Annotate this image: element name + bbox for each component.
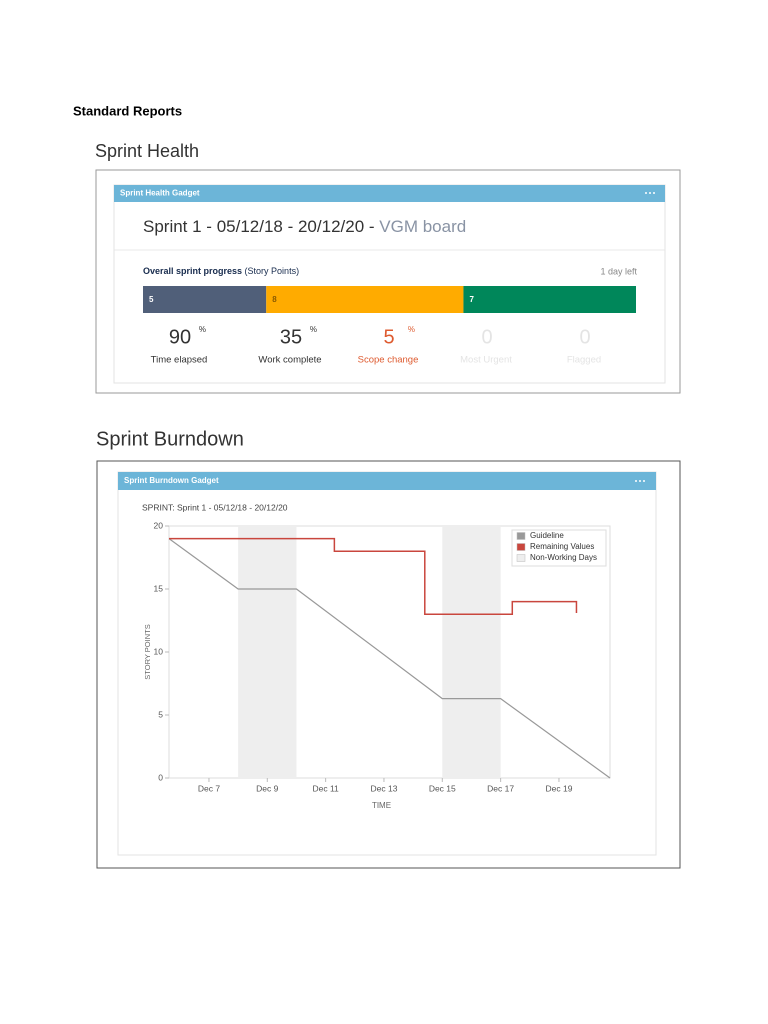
- section-heading: Sprint Health: [95, 141, 199, 161]
- gadget-header: [114, 185, 665, 202]
- y-tick-label: 20: [154, 520, 164, 530]
- series-line: [169, 537, 578, 615]
- stat-label: Time elapsed: [151, 355, 208, 366]
- sprint-name: Sprint 1 - 05/12/18 - 20/12/20 -: [143, 217, 379, 236]
- stat-unit: %: [310, 325, 317, 334]
- gadget-header: [118, 472, 656, 490]
- gadget-menu[interactable]: [645, 192, 655, 194]
- x-tick-label: Dec 9: [256, 783, 278, 793]
- legend-label: Non-Working Days: [530, 553, 597, 562]
- progress-segment: [463, 286, 636, 313]
- x-tick-label: Dec 15: [429, 783, 456, 793]
- page-title: Standard Reports: [73, 103, 182, 118]
- stat-label: Scope change: [358, 355, 419, 366]
- stat-value: 90: [169, 326, 191, 348]
- x-tick-label: Dec 11: [312, 783, 339, 793]
- legend-label: Remaining Values: [530, 542, 594, 551]
- y-tick-label: 0: [158, 772, 163, 782]
- non-working-band: [442, 526, 501, 778]
- stat-label: Work complete: [258, 355, 321, 366]
- sprint-health: 5 8 7 90 % Time elapsed 35 % Work complete 5 % Scop…: [143, 286, 636, 366]
- segment-label: 5: [149, 295, 154, 304]
- segment-label: 8: [272, 295, 277, 304]
- x-tick-label: Dec 17: [487, 783, 514, 793]
- stat-unit: %: [408, 325, 415, 334]
- progress-heading: Overall sprint progress (Story Points): [143, 266, 299, 276]
- segment-label: 7: [469, 295, 474, 304]
- legend-label: Guideline: [530, 531, 564, 540]
- non-working-band: [238, 526, 297, 778]
- progress-segment: [266, 286, 464, 313]
- time-left: 1 day left: [600, 266, 637, 276]
- legend-swatch: [516, 554, 526, 562]
- gadget-title: Sprint Burndown Gadget: [124, 476, 219, 485]
- stat-label: Flagged: [567, 355, 601, 366]
- gadget-title: Sprint Health Gadget: [120, 189, 200, 198]
- x-tick-label: Dec 13: [370, 783, 397, 793]
- x-tick-label: Dec 19: [545, 783, 572, 793]
- y-axis-label: STORY POINTS: [143, 624, 152, 679]
- progress-unit: (Story Points): [242, 266, 299, 276]
- gadget-card: [113, 184, 666, 384]
- legend-swatch: [516, 543, 526, 551]
- y-tick-label: 15: [154, 583, 164, 593]
- burndown-chart: SPRINT: Sprint 1 - 05/12/18 - 20/12/20 0 5…: [142, 502, 611, 810]
- series-line: [168, 538, 611, 779]
- y-tick-label: 5: [158, 709, 163, 719]
- section-heading: Sprint Burndown: [96, 428, 244, 450]
- stat-value: 0: [481, 326, 492, 348]
- x-tick-label: Dec 7: [198, 783, 220, 793]
- stat-value: 35: [280, 326, 302, 348]
- gadget-menu[interactable]: [635, 480, 645, 482]
- stat-label: Most Urgent: [460, 355, 512, 366]
- stat-unit: %: [199, 325, 206, 334]
- progress-segment: [143, 286, 267, 313]
- y-tick-label: 10: [154, 646, 164, 656]
- legend-box: [511, 529, 607, 567]
- legend-swatch: [516, 532, 526, 540]
- board-name: VGM board: [379, 217, 466, 236]
- x-axis-label: TIME: [372, 801, 391, 810]
- progress-label: Overall sprint progress: [143, 266, 242, 276]
- chart-title: SPRINT: Sprint 1 - 05/12/18 - 20/12/20: [142, 502, 288, 512]
- stat-value: 5: [383, 326, 394, 348]
- stat-value: 0: [579, 326, 590, 348]
- sprint-title: Sprint 1 - 05/12/18 - 20/12/20 - VGM boa…: [143, 217, 466, 236]
